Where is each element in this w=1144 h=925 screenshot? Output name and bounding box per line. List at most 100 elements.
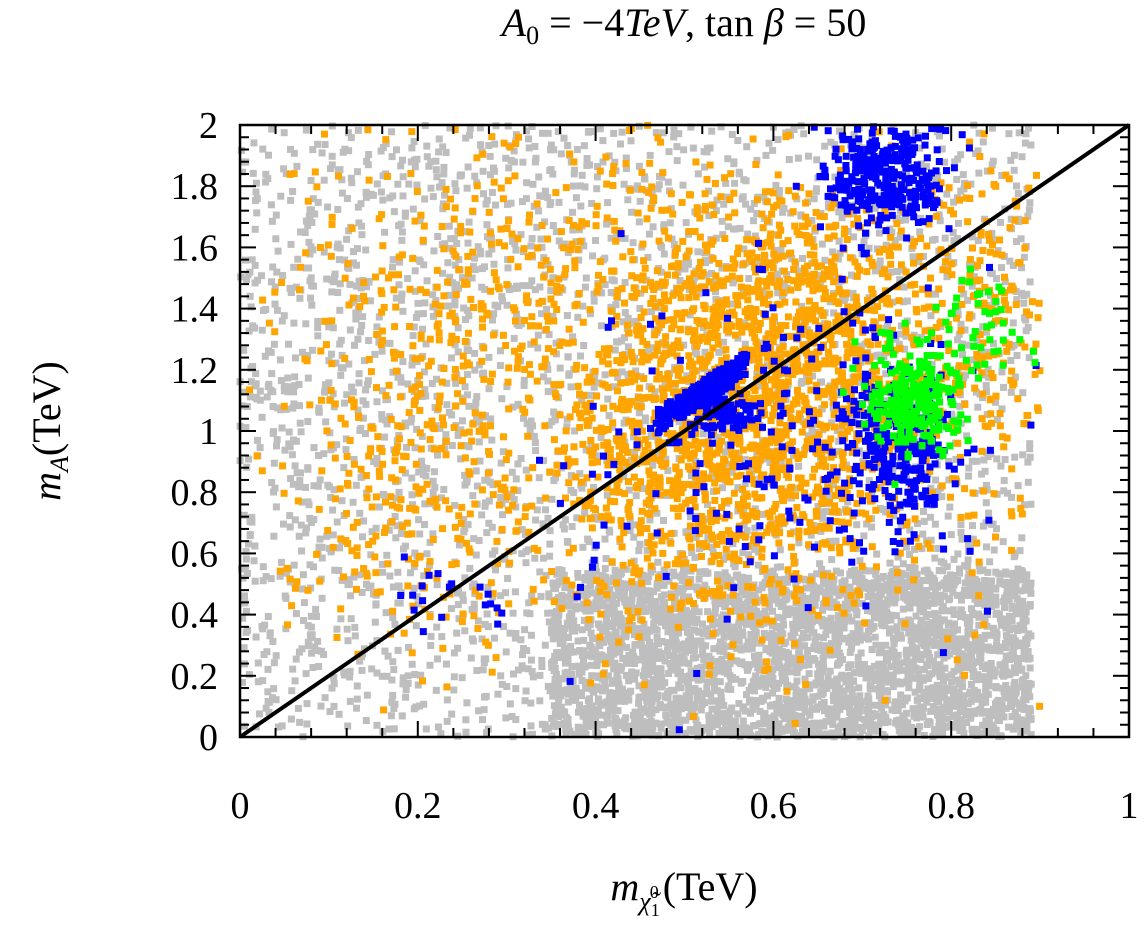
data-point — [691, 553, 699, 561]
data-point — [998, 172, 1006, 179]
data-point — [920, 517, 928, 525]
data-point — [273, 306, 281, 314]
data-point — [982, 481, 990, 489]
data-point — [246, 517, 254, 525]
data-point — [324, 203, 332, 211]
data-point — [649, 344, 657, 352]
data-point — [334, 289, 342, 296]
data-point — [270, 532, 278, 540]
data-point — [254, 678, 262, 686]
data-point — [531, 158, 539, 166]
data-point — [448, 442, 456, 449]
data-point — [437, 730, 445, 738]
data-point — [947, 580, 955, 588]
data-point — [694, 248, 702, 256]
data-point — [531, 143, 539, 150]
data-point — [500, 623, 507, 631]
data-point — [604, 719, 612, 727]
data-point — [808, 705, 816, 713]
data-point — [693, 350, 701, 358]
data-point — [983, 543, 990, 551]
data-point — [848, 693, 856, 700]
data-point — [599, 158, 607, 166]
data-point — [658, 651, 666, 658]
data-point — [712, 658, 720, 666]
data-point — [718, 655, 726, 663]
data-point — [1008, 617, 1016, 624]
data-point — [979, 566, 987, 574]
data-point — [438, 494, 445, 502]
data-point — [883, 600, 891, 608]
data-point — [908, 723, 916, 731]
data-point — [992, 601, 1000, 609]
data-point — [398, 228, 406, 236]
data-point — [872, 641, 880, 649]
data-point — [352, 481, 360, 489]
data-point — [826, 588, 834, 596]
data-point — [584, 128, 592, 136]
data-point — [502, 648, 510, 656]
data-point — [954, 626, 961, 634]
data-point — [487, 171, 494, 179]
data-point — [455, 541, 463, 549]
data-point — [328, 276, 336, 284]
data-point — [630, 521, 638, 529]
data-point — [1018, 677, 1026, 685]
data-point — [329, 531, 337, 539]
data-point — [445, 222, 453, 230]
data-point — [565, 690, 572, 698]
data-point — [711, 681, 718, 689]
data-point — [740, 703, 748, 711]
data-point — [660, 591, 668, 599]
data-point — [446, 124, 454, 132]
data-point — [744, 638, 752, 646]
data-point — [481, 693, 488, 701]
data-point — [882, 241, 890, 249]
data-point — [399, 307, 407, 315]
data-point — [373, 669, 381, 677]
data-point — [1004, 489, 1011, 497]
data-point — [959, 351, 967, 359]
data-point — [463, 371, 471, 378]
data-point — [597, 711, 605, 719]
data-point — [682, 606, 690, 614]
data-point — [802, 634, 810, 642]
data-point — [735, 700, 743, 707]
data-point — [728, 131, 736, 138]
data-point — [390, 705, 398, 712]
data-point — [802, 654, 810, 662]
data-point — [808, 618, 816, 626]
data-point — [304, 418, 312, 425]
data-point — [432, 166, 440, 174]
data-point — [686, 713, 694, 721]
data-point — [372, 600, 380, 608]
data-point — [488, 523, 496, 531]
data-point — [897, 330, 905, 338]
data-point — [296, 419, 304, 427]
data-point — [601, 281, 609, 289]
data-point — [697, 706, 705, 714]
data-point — [683, 628, 691, 636]
data-point — [549, 222, 557, 229]
data-point — [358, 321, 366, 329]
data-point — [657, 268, 665, 276]
data-point — [695, 289, 703, 297]
data-point — [385, 725, 393, 733]
data-point — [547, 199, 555, 207]
data-point — [304, 638, 312, 646]
data-point — [328, 161, 336, 169]
data-point — [240, 511, 248, 519]
data-point — [520, 645, 527, 652]
data-point — [569, 685, 577, 693]
data-point — [535, 173, 543, 181]
data-point — [637, 728, 645, 736]
data-point — [917, 616, 925, 624]
data-point — [346, 667, 354, 675]
data-point — [622, 165, 630, 173]
data-point — [714, 697, 721, 705]
data-point — [567, 383, 575, 391]
data-point — [475, 418, 483, 426]
data-point — [242, 628, 250, 636]
data-point — [573, 146, 581, 153]
